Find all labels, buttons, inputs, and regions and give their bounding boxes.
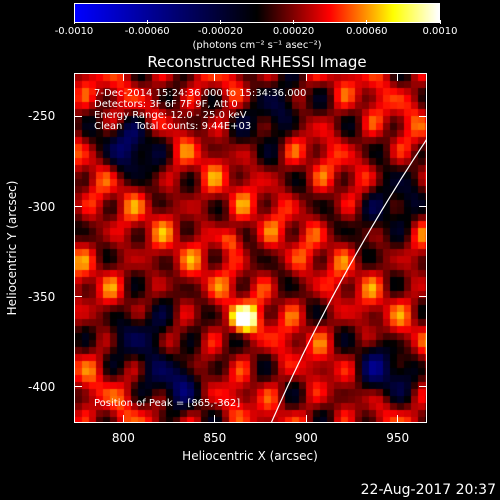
colorbar-tick [366,20,368,24]
y-tick-right [419,296,427,298]
colorbar-tick [439,20,441,24]
timestamp: 22-Aug-2017 20:37 [360,482,496,498]
colorbar-tick-label: -0.00060 [124,26,170,37]
y-tick-label: -250 [28,109,56,124]
x-tick [397,415,399,423]
y-tick-right [419,386,427,388]
chart-title: Reconstructed RHESSI Image [147,53,367,71]
x-tick [214,415,216,423]
x-tick-label: 900 [294,431,318,445]
colorbar-tick [293,20,295,24]
colorbar-tick [73,20,75,24]
x-tick [305,415,307,423]
y-tick-label: -400 [28,379,56,394]
x-tick-label: 950 [386,431,410,445]
colorbar-tick-label: 0.00020 [272,26,315,37]
peak-position-label: Position of Peak = [865,-362] [94,398,241,409]
x-tick-top [214,73,216,81]
colorbar-tick-label: -0.00020 [197,26,243,37]
y-tick [74,115,82,117]
x-tick-top [397,73,399,81]
colorbar-tick [219,20,221,24]
colorbar-tick-label: 0.00060 [346,26,388,37]
x-tick-label: 850 [203,431,227,445]
info-time-range: 7-Dec-2014 15:24:36.000 to 15:34:36.000 [94,88,307,99]
y-tick-right [419,115,427,117]
plot-area [74,73,427,423]
x-tick-label: 800 [111,431,135,445]
x-axis-label: Heliocentric X (arcsec) [182,449,318,463]
y-tick-label: -350 [28,289,56,304]
info-detectors: Detectors: 3F 6F 7F 9F, Att 0 [94,99,238,110]
colorbar [74,3,440,23]
x-tick [122,415,124,423]
info-clean-counts: Clean Total counts: 9.44E+03 [94,121,252,132]
y-tick [74,206,82,207]
x-tick-top [122,73,124,81]
info-energy-range: Energy Range: 12.0 - 25.0 keV [94,110,247,121]
y-tick-right [419,206,427,207]
heatmap-image [75,74,426,422]
solar-limb-line [270,139,426,422]
y-axis-label: Heliocentric Y (arcsec) [5,180,19,316]
colorbar-tick-label: -0.0010 [54,26,94,37]
y-tick [74,296,82,298]
y-tick-label: -300 [28,199,56,214]
y-tick [74,386,82,388]
colorbar-tick [146,20,148,24]
colorbar-tick-label: 0.0010 [422,26,458,37]
x-tick-top [305,73,307,81]
colorbar-unit-label: (photons cm⁻² s⁻¹ asec⁻²) [192,40,322,51]
